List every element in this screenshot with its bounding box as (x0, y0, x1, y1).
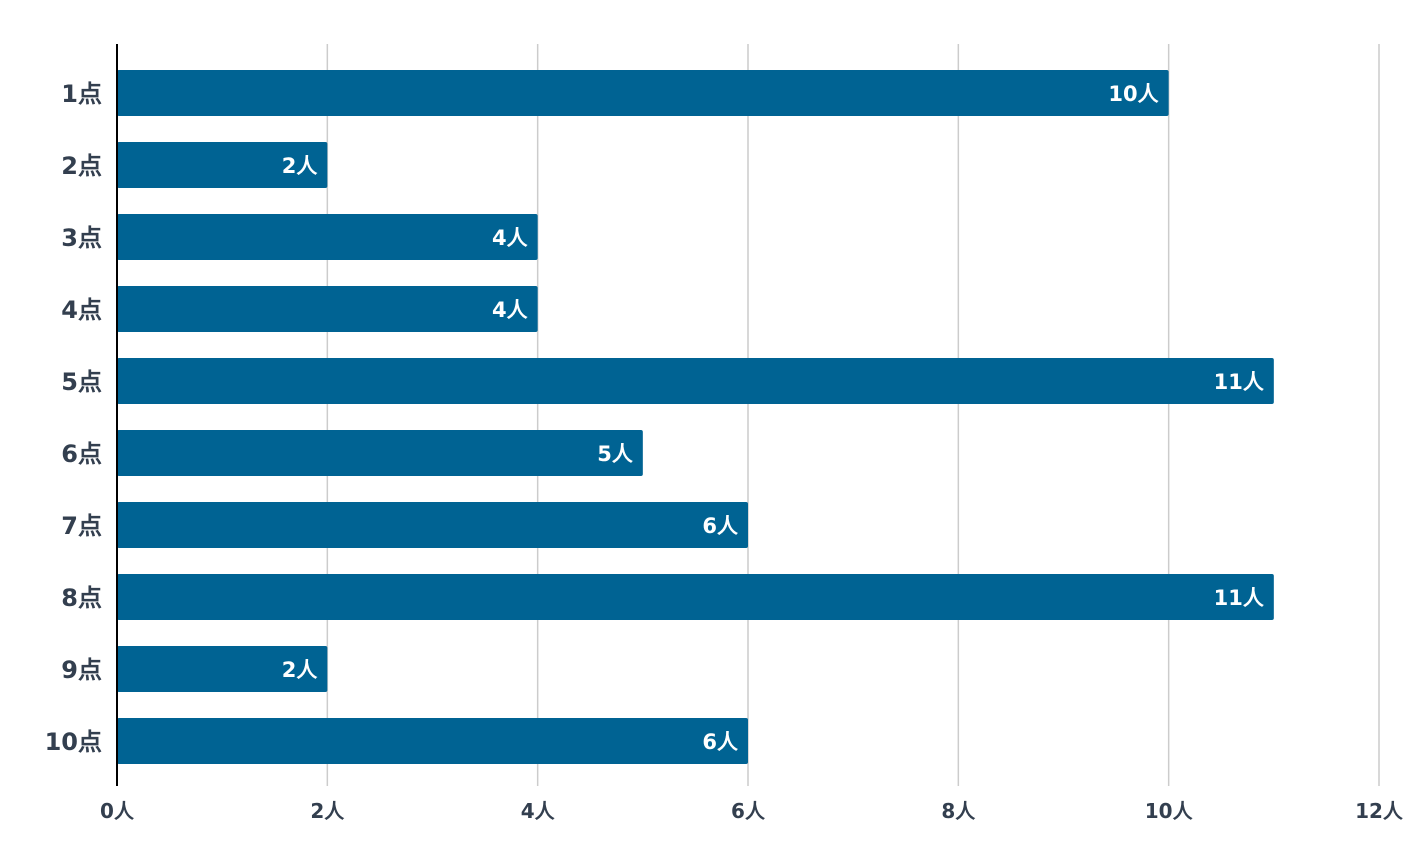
data-label: 4人 (492, 298, 528, 322)
bars (117, 70, 1274, 764)
x-tick-label: 10人 (1145, 799, 1194, 823)
data-label: 10人 (1108, 82, 1158, 106)
x-tick-label: 0人 (100, 799, 135, 823)
x-tick-label: 4人 (521, 799, 556, 823)
data-label: 11人 (1214, 370, 1264, 394)
data-label: 4人 (492, 226, 528, 250)
category-label: 9点 (61, 656, 102, 684)
data-label: 2人 (282, 658, 318, 682)
category-label: 2点 (61, 152, 102, 180)
data-label: 5人 (597, 442, 633, 466)
category-label: 8点 (61, 584, 102, 612)
category-label: 4点 (61, 296, 102, 324)
x-tick-label: 6人 (731, 799, 766, 823)
bar (117, 214, 538, 260)
data-label: 11人 (1214, 586, 1264, 610)
x-tick-label: 12人 (1355, 799, 1404, 823)
data-label: 2人 (282, 154, 318, 178)
data-label: 6人 (702, 730, 738, 754)
bar (117, 646, 328, 692)
data-label: 6人 (702, 514, 738, 538)
bar (117, 358, 1274, 404)
bar (117, 70, 1169, 116)
category-label: 10点 (45, 728, 102, 756)
category-label: 1点 (61, 80, 102, 108)
gridlines (326, 44, 1380, 786)
labels: 0人 2人 4人 6人 8人 10人 12人 1点 10人 2点 2人 3点 4人 4点 4人 5点 11人 6点… (45, 80, 1404, 823)
category-label: 5点 (61, 368, 102, 396)
bar (117, 142, 328, 188)
category-label: 6点 (61, 440, 102, 468)
category-label: 3点 (61, 224, 102, 252)
category-label: 7点 (61, 512, 102, 540)
bar (117, 502, 748, 548)
bar (117, 430, 643, 476)
x-tick-label: 2人 (310, 799, 345, 823)
x-tick-label: 8人 (941, 799, 976, 823)
bar (117, 574, 1274, 620)
bar (117, 718, 748, 764)
bar (117, 286, 538, 332)
